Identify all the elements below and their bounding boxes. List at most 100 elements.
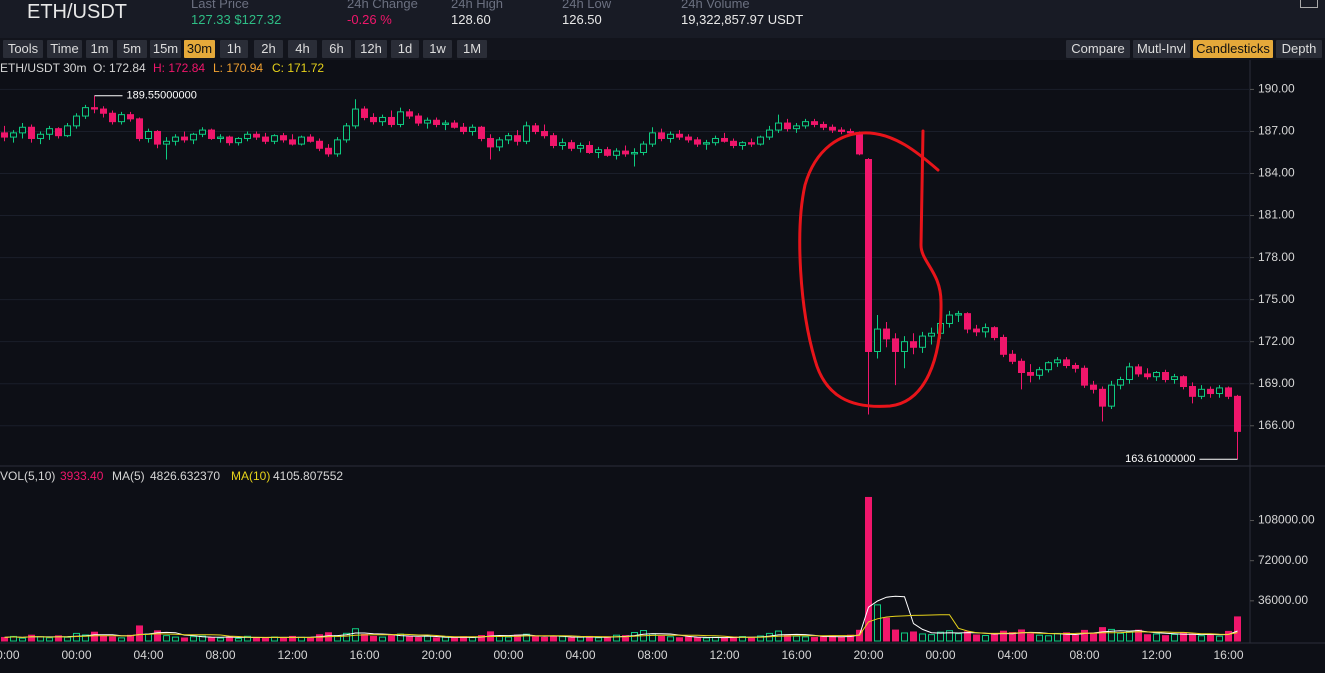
candle-body xyxy=(19,126,26,134)
candle-body xyxy=(298,136,305,145)
candle-body xyxy=(631,151,638,155)
ma5-readout: 4826.632370 xyxy=(150,469,220,483)
volume-bar xyxy=(964,631,971,642)
window-icon[interactable] xyxy=(1300,0,1318,8)
volume-bar xyxy=(1081,629,1088,642)
interval-button[interactable]: 1m xyxy=(86,40,113,58)
candle-body xyxy=(253,133,260,138)
candle-body xyxy=(928,332,935,337)
min-label: 163.61000000 xyxy=(1125,453,1195,465)
candle-body xyxy=(685,136,692,141)
volume-bar xyxy=(703,637,710,642)
toolbar-button[interactable]: Compare xyxy=(1066,40,1130,58)
toolbar-button[interactable]: Time xyxy=(47,40,82,58)
legend-symbol: ETH/USDT 30m xyxy=(0,61,86,75)
candle-body xyxy=(10,132,17,138)
interval-button[interactable]: 1M xyxy=(457,40,487,58)
candle-body xyxy=(352,108,359,127)
candle-body xyxy=(181,136,188,141)
candle-body xyxy=(163,140,170,145)
volume-bar xyxy=(37,636,44,642)
interval-button[interactable]: 5m xyxy=(117,40,147,58)
candle-body xyxy=(1189,386,1196,397)
stat-value: 127.33 $127.32 xyxy=(191,12,282,27)
x-tick-label: 08:00 xyxy=(205,648,235,662)
y-tick-label: 175.00 xyxy=(1258,292,1295,306)
candle-body xyxy=(919,335,926,348)
candle-body xyxy=(1018,360,1025,374)
candle-body xyxy=(226,136,233,144)
interval-button[interactable]: 6h xyxy=(322,40,351,58)
stat-label: Last Price xyxy=(191,0,249,11)
candle-body xyxy=(235,137,242,144)
interval-button[interactable]: 1d xyxy=(391,40,419,58)
candle-body xyxy=(1009,353,1016,362)
volume-bar xyxy=(1018,629,1025,642)
volume-bar xyxy=(1108,628,1115,642)
interval-button[interactable]: 15m xyxy=(150,40,181,58)
candle-body xyxy=(1000,336,1007,355)
volume-bar xyxy=(1216,635,1223,642)
toolbar-button[interactable]: Tools xyxy=(3,40,43,58)
volume-bar xyxy=(82,634,89,642)
volume-bar xyxy=(415,637,422,642)
candle-body xyxy=(1117,379,1124,386)
candle-body xyxy=(640,143,647,153)
toolbar: Tools Time 1m 5m 15m 30m 1h 2h 4h 6h 12h… xyxy=(0,39,1325,59)
volume-bar xyxy=(379,636,386,642)
volume-bar xyxy=(892,629,899,642)
stat-value: -0.26 % xyxy=(347,12,392,27)
candle-body xyxy=(1081,367,1088,386)
candle-body xyxy=(793,125,800,130)
candle-body xyxy=(46,128,53,135)
interval-button[interactable]: 1w xyxy=(423,40,452,58)
volume-bar xyxy=(577,636,584,642)
candle-body xyxy=(784,122,791,130)
candle-body xyxy=(334,139,341,155)
interval-button[interactable]: 12h xyxy=(355,40,387,58)
x-tick-label: 12:00 xyxy=(277,648,307,662)
candle-body xyxy=(271,135,278,142)
candle-body xyxy=(343,125,350,141)
candle-body xyxy=(514,135,521,142)
candle-body xyxy=(325,147,332,155)
volume-bar xyxy=(748,636,755,642)
max-label: 189.55000000 xyxy=(127,90,197,102)
candle-body xyxy=(829,126,836,131)
candle-body xyxy=(1108,384,1115,407)
volume-bar xyxy=(1045,635,1052,642)
header: ETH/USDT Last Price 127.33 $127.32 24h Ch… xyxy=(0,0,1325,38)
candle-body xyxy=(1027,372,1034,376)
volume-bar xyxy=(1099,627,1106,642)
y-tick-label: 72000.00 xyxy=(1258,553,1308,567)
interval-button[interactable]: 4h xyxy=(288,40,317,58)
interval-button[interactable]: 2h xyxy=(254,40,283,58)
volume-bar xyxy=(1000,630,1007,642)
interval-button[interactable]: 1h xyxy=(220,40,248,58)
volume-bar xyxy=(1054,632,1061,642)
candle-body xyxy=(127,114,134,120)
candle-body xyxy=(1090,384,1097,390)
candle-body xyxy=(316,140,323,149)
toolbar-button[interactable]: Candlesticks xyxy=(1193,40,1273,58)
toolbar-button[interactable]: Mutl-Invl xyxy=(1133,40,1190,58)
candle-body xyxy=(415,115,422,124)
y-tick-label: 169.00 xyxy=(1258,376,1295,390)
hand-drawn-circle xyxy=(798,129,943,408)
candle-body xyxy=(442,122,449,125)
stat-value: 128.60 xyxy=(451,12,491,27)
x-tick-label: 16:00 xyxy=(349,648,379,662)
volume-bar xyxy=(388,635,395,642)
candle-body xyxy=(64,125,71,137)
interval-button[interactable]: 30m xyxy=(184,40,215,58)
volume-bar xyxy=(208,637,215,642)
candle-body xyxy=(955,313,962,316)
volume-bar xyxy=(100,635,107,642)
volume-bar xyxy=(523,633,530,642)
candle-body xyxy=(811,121,818,125)
volume-bar xyxy=(190,636,197,642)
candle-body xyxy=(757,136,764,145)
toolbar-button[interactable]: Depth xyxy=(1276,40,1322,58)
candle-body xyxy=(1099,388,1106,407)
